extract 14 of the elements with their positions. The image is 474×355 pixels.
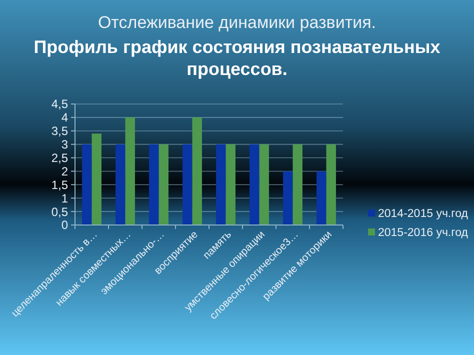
y-tick-label: 0 [61, 218, 68, 232]
y-tick-label: 1,5 [51, 178, 68, 192]
y-tick-label: 1 [61, 191, 68, 206]
chart-subtitle: Профиль график состояния познавательных процессов. [34, 37, 440, 79]
y-tick-label: 0,5 [51, 204, 68, 219]
y-tick-label: 2,5 [51, 150, 68, 165]
y-tick-label: 3 [61, 138, 68, 152]
y-tick-label: 4 [61, 110, 68, 125]
legend-label: 2015-2016 уч.год [378, 227, 468, 240]
y-tick-label: 2 [61, 164, 68, 178]
y-tick-label: 4,5 [51, 97, 68, 112]
legend-label: 2014-2015 уч.год [378, 208, 468, 220]
y-tick-label: 3,5 [51, 124, 68, 138]
chart-title: Отслеживание динамики развития. [98, 13, 376, 32]
